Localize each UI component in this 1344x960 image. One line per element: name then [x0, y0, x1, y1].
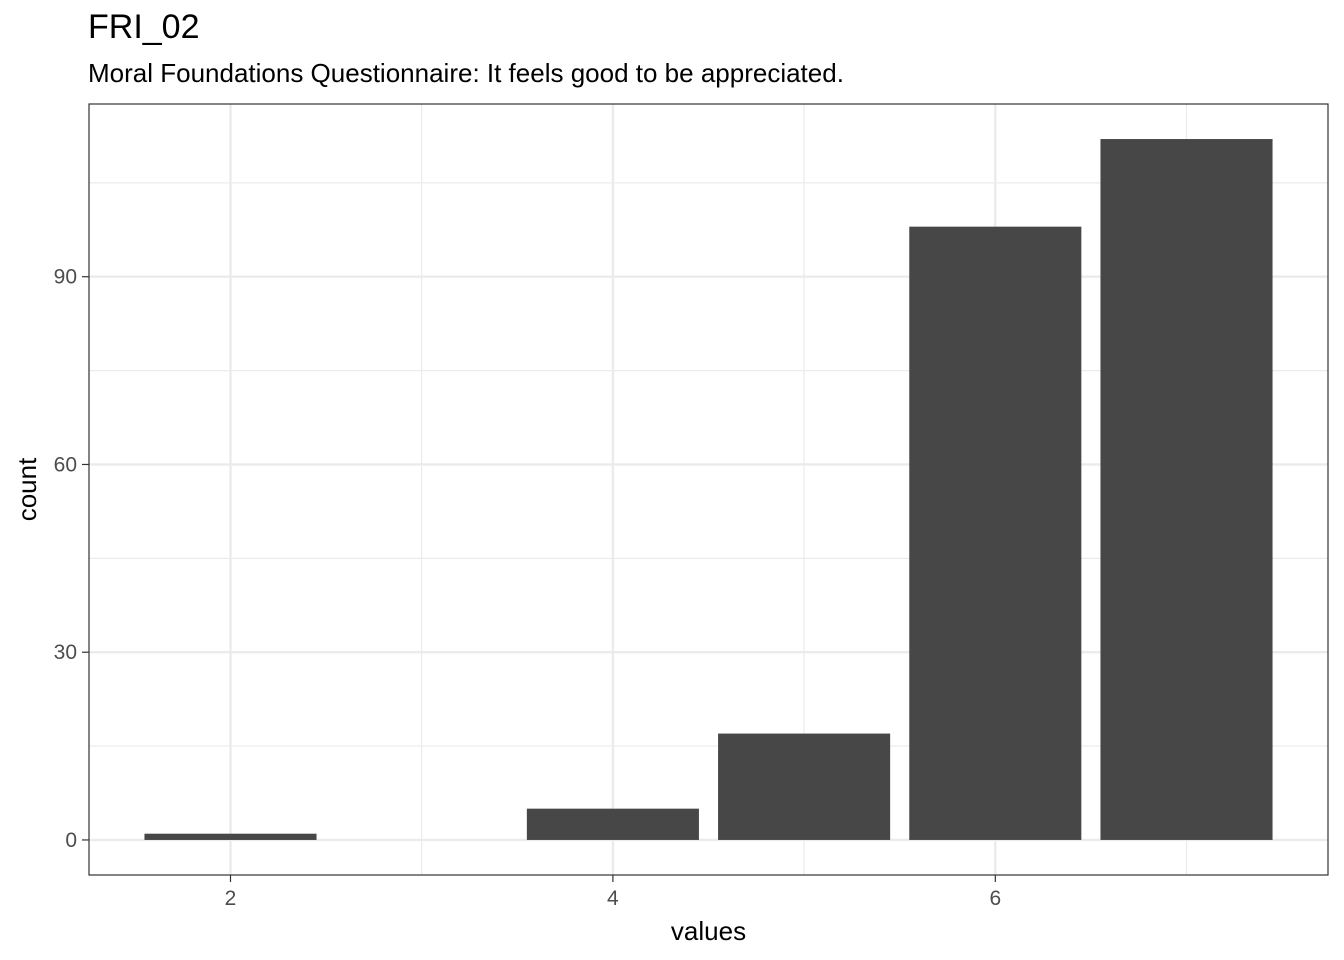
x-tick-label: 6 [989, 887, 1001, 910]
y-axis: 0 30 60 90 [54, 266, 89, 852]
bar [526, 808, 699, 840]
bar [718, 733, 891, 840]
x-tick-label: 2 [225, 887, 237, 910]
bar [1100, 139, 1273, 840]
y-tick-label: 60 [54, 453, 77, 476]
bar [144, 833, 317, 840]
x-axis-label: values [671, 916, 746, 946]
y-tick-label: 0 [65, 829, 77, 852]
chart-title: FRI_02 [88, 8, 200, 46]
chart-subtitle: Moral Foundations Questionnaire: It feel… [88, 58, 844, 88]
x-tick-label: 4 [607, 887, 619, 910]
bar [909, 226, 1082, 840]
y-axis-label: count [12, 457, 42, 521]
x-axis: 2 4 6 [225, 875, 1001, 910]
panel-border [88, 103, 1329, 876]
y-tick-label: 90 [54, 266, 77, 289]
bars [144, 139, 1273, 840]
y-tick-label: 30 [54, 641, 77, 664]
